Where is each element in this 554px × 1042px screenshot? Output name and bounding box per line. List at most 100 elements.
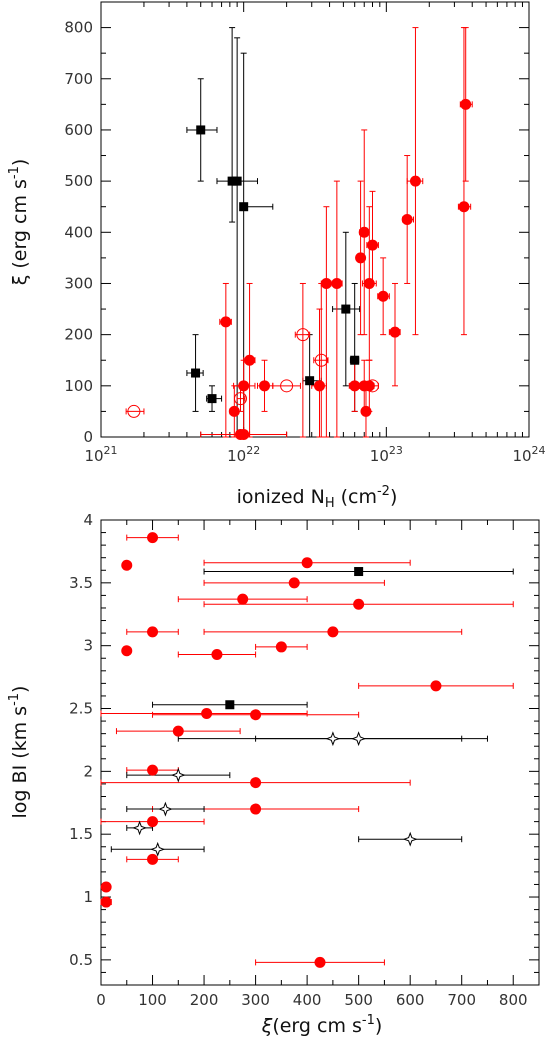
y-tick-label: 200 — [64, 326, 93, 344]
circle-marker — [377, 290, 389, 302]
x-tick-label: 1021 — [84, 444, 117, 465]
circle-marker — [275, 641, 287, 653]
circle-marker — [121, 645, 133, 657]
open-circle-marker — [233, 392, 247, 406]
x-tick-exponent: 21 — [104, 444, 118, 457]
star-marker — [325, 731, 341, 747]
circle-marker — [147, 853, 159, 865]
circle-marker — [355, 252, 367, 264]
y-tick-label: 600 — [64, 121, 93, 139]
y-tick-label: 700 — [64, 70, 93, 88]
circle-marker — [201, 708, 213, 720]
x-tick-label: 1022 — [227, 444, 260, 465]
square-marker — [354, 567, 364, 577]
y-tick-label: 3 — [83, 637, 93, 655]
top-markers — [127, 98, 472, 440]
star-marker — [402, 831, 418, 847]
top-ticks: 1021 1022 1023 1024010020030040050060070080… — [64, 2, 546, 465]
x-tick-base: 10 — [84, 447, 103, 465]
star-marker — [351, 731, 366, 747]
circle-marker — [460, 98, 472, 110]
circle-marker — [100, 896, 112, 908]
x-tick-label: 600 — [396, 991, 425, 1009]
y-tick-label: 300 — [64, 274, 93, 292]
x-tick-label: 100 — [138, 991, 167, 1009]
y-tick-label: 2.5 — [69, 700, 93, 718]
circle-marker — [288, 577, 300, 589]
circle-marker — [363, 380, 375, 392]
circle-marker — [331, 277, 343, 289]
open-circle-marker — [366, 379, 380, 393]
bottom-markers — [100, 532, 442, 968]
circle-marker — [314, 956, 326, 968]
bottom-error-bars — [100, 534, 514, 966]
top-plot-frame — [100, 1, 530, 438]
top-panel: 1021 1022 1023 1024010020030040050060070080… — [7, 1, 546, 511]
circle-marker — [238, 428, 250, 440]
circle-marker — [401, 214, 413, 225]
circle-marker — [458, 201, 470, 213]
circle-marker — [100, 881, 112, 893]
circle-marker — [320, 277, 332, 289]
circle-marker — [238, 380, 250, 392]
x-tick-label: 300 — [241, 991, 270, 1009]
square-marker — [227, 176, 237, 186]
y-tick-label: 400 — [64, 223, 93, 241]
y-tick-label: 500 — [64, 172, 93, 190]
bottom-y-axis-title: log BI (km s-1) — [7, 686, 31, 819]
circle-marker — [363, 277, 375, 289]
x-tick-exponent: 22 — [246, 444, 260, 457]
circle-marker — [367, 239, 379, 251]
top-y-axis-title: ξ (erg cm s-1) — [7, 159, 31, 286]
circle-marker — [121, 559, 133, 571]
circle-marker — [353, 598, 365, 610]
circle-marker — [259, 380, 271, 392]
circle-marker — [301, 557, 313, 569]
x-tick-exponent: 24 — [532, 444, 546, 457]
circle-marker — [327, 626, 339, 638]
circle-marker — [409, 175, 421, 187]
y-tick-label: 0 — [83, 428, 93, 446]
y-tick-label: 1.5 — [69, 825, 93, 843]
bottom-plot-frame — [100, 519, 540, 986]
y-tick-label: 1 — [83, 888, 93, 906]
square-marker — [191, 368, 201, 378]
circle-marker — [358, 226, 370, 238]
top-error-bars — [125, 27, 473, 438]
circle-marker — [147, 626, 159, 638]
x-tick-base: 10 — [227, 447, 246, 465]
x-tick-label: 1023 — [370, 444, 403, 465]
x-tick-label: 400 — [293, 991, 322, 1009]
y-tick-label: 2 — [83, 762, 93, 780]
circle-marker — [147, 764, 159, 776]
x-tick-label: 1024 — [512, 444, 545, 465]
square-marker — [196, 125, 206, 135]
open-circle-marker — [280, 379, 294, 393]
star-marker — [170, 767, 186, 783]
x-tick-label: 0 — [96, 991, 106, 1009]
square-marker — [207, 394, 217, 404]
circle-marker — [349, 380, 361, 392]
x-tick-base: 10 — [370, 447, 389, 465]
y-tick-label: 3.5 — [69, 574, 93, 592]
x-tick-label: 500 — [344, 991, 373, 1009]
square-marker — [350, 355, 360, 365]
circle-marker — [430, 680, 442, 692]
y-tick-label: 4 — [83, 511, 93, 529]
circle-marker — [250, 709, 262, 721]
bottom-x-axis-title: ξ(erg cm s-1) — [261, 1013, 383, 1037]
square-marker — [341, 304, 351, 314]
x-tick-label: 200 — [190, 991, 219, 1009]
circle-marker — [237, 593, 249, 605]
circle-marker — [250, 777, 262, 789]
circle-marker — [172, 725, 184, 737]
x-tick-label: 800 — [499, 991, 528, 1009]
y-tick-label: 100 — [64, 377, 93, 395]
square-marker — [225, 700, 235, 710]
x-tick-base: 10 — [512, 447, 531, 465]
square-marker — [232, 176, 242, 186]
square-marker — [305, 376, 315, 386]
open-circle-marker — [127, 404, 141, 418]
square-marker — [239, 202, 249, 212]
